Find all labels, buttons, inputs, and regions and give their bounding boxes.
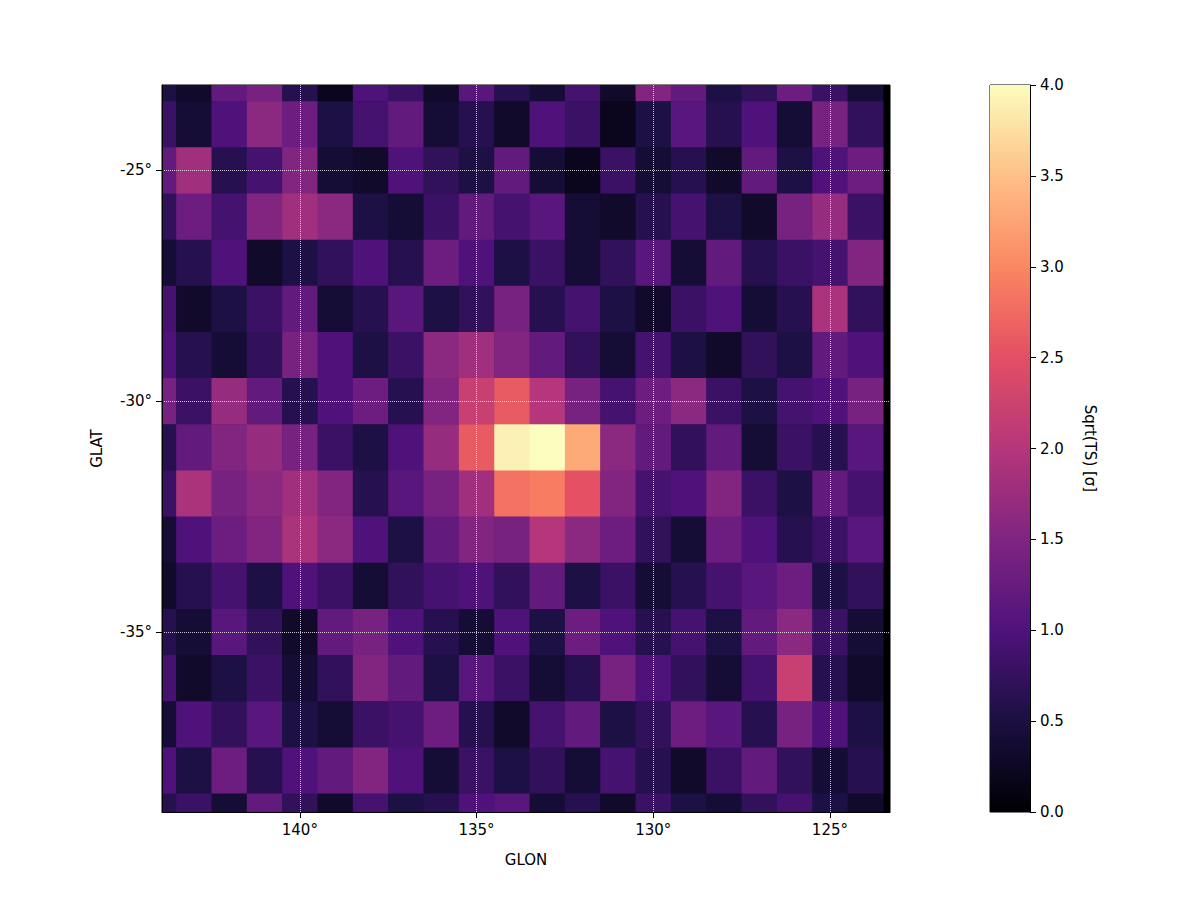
svg-text:-25°: -25° [120,161,152,179]
svg-text:0.5: 0.5 [1040,712,1064,730]
svg-text:GLON: GLON [505,851,547,869]
svg-text:1.5: 1.5 [1040,530,1064,548]
svg-text:2.0: 2.0 [1040,440,1064,458]
svg-text:1.0: 1.0 [1040,621,1064,639]
svg-text:2.5: 2.5 [1040,349,1064,367]
svg-text:4.0: 4.0 [1040,76,1064,94]
svg-text:0.0: 0.0 [1040,803,1064,821]
svg-text:125°: 125° [812,821,848,839]
svg-text:Sqrt(TS) [σ]: Sqrt(TS) [σ] [1081,405,1099,492]
svg-text:GLAT: GLAT [88,428,106,467]
svg-text:140°: 140° [282,821,318,839]
svg-text:130°: 130° [635,821,671,839]
svg-text:-35°: -35° [120,623,152,641]
svg-text:135°: 135° [458,821,494,839]
svg-text:3.5: 3.5 [1040,167,1064,185]
svg-text:-30°: -30° [120,392,152,410]
svg-text:3.0: 3.0 [1040,258,1064,276]
